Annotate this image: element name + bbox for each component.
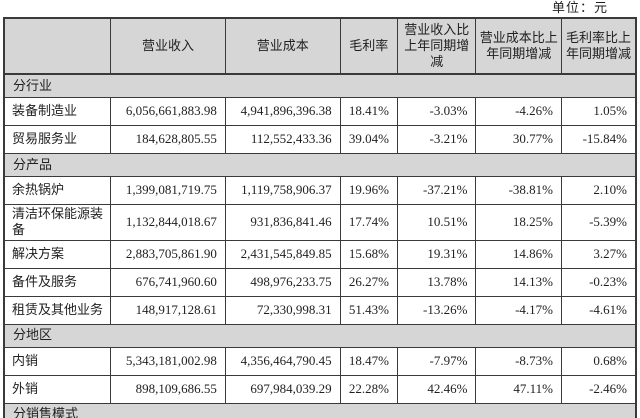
cell-cost: 72,330,998.31 [224,295,341,325]
cell-margin-yoy: -4.61% [560,295,637,325]
cell-cost-yoy: -4.17% [475,295,562,325]
table-row: 贸易服务业 184,628,805.55 112,552,433.36 39.0… [3,125,637,154]
cell-gross-margin: 15.68% [339,239,398,269]
cell-margin-yoy: 0.68% [560,346,637,376]
section-header-row: 分销售模式 [3,402,637,418]
cell-gross-margin: 19.96% [339,176,398,205]
row-label: 贸易服务业 [3,125,112,154]
row-label: 租赁及其他业务 [3,295,112,325]
cell-margin-yoy: -5.39% [560,204,637,241]
row-label: 备件及服务 [3,267,112,297]
header-gross-margin: 毛利率 [339,17,398,75]
segment-results-table: 营业收入 营业成本 毛利率 营业收入比上年同期增减 营业成本比上年同期增减 毛利… [3,17,637,418]
cell-revenue-yoy: -3.21% [396,125,477,154]
cell-revenue: 148,917,128.61 [110,295,226,325]
row-label: 外销 [3,374,112,404]
row-label: 内销 [3,346,112,376]
cell-cost-yoy: 14.86% [475,239,562,269]
cell-cost-yoy: -38.81% [475,176,562,205]
cell-cost: 697,984,039.29 [224,374,341,404]
cell-gross-margin: 18.47% [339,346,398,376]
cell-cost: 1,119,758,906.37 [224,176,341,205]
cell-cost: 4,356,464,790.45 [224,346,341,376]
cell-margin-yoy: 1.05% [560,97,637,126]
cell-cost: 4,941,896,396.38 [224,97,341,126]
cell-gross-margin: 39.04% [339,125,398,154]
cell-cost-yoy: -4.26% [475,97,562,126]
row-label: 解决方案 [3,239,112,269]
cell-gross-margin: 17.74% [339,204,398,241]
cell-margin-yoy: -2.46% [560,374,637,404]
cell-cost-yoy: -8.73% [475,346,562,376]
cell-cost: 498,976,233.75 [224,267,341,297]
cell-revenue-yoy: 10.51% [396,204,477,241]
cell-cost: 112,552,433.36 [224,125,341,154]
cell-revenue-yoy: -3.03% [396,97,477,126]
table-row: 余热锅炉 1,399,081,719.75 1,119,758,906.37 1… [3,176,637,205]
table-header-row: 营业收入 营业成本 毛利率 营业收入比上年同期增减 营业成本比上年同期增减 毛利… [3,17,637,75]
cell-revenue-yoy: 42.46% [396,374,477,404]
cell-gross-margin: 51.43% [339,295,398,325]
cell-revenue-yoy: 13.78% [396,267,477,297]
cell-gross-margin: 22.28% [339,374,398,404]
table-row: 解决方案 2,883,705,861.90 2,431,545,849.85 1… [3,239,637,269]
cell-cost-yoy: 14.13% [475,267,562,297]
section-title-by-sales-model: 分销售模式 [3,402,637,418]
cell-revenue: 1,399,081,719.75 [110,176,226,205]
row-label: 清洁环保能源装备 [3,204,112,241]
section-title-by-product: 分产品 [3,153,637,177]
cell-margin-yoy: -0.23% [560,267,637,297]
cell-revenue-yoy: -37.21% [396,176,477,205]
cell-revenue-yoy: 19.31% [396,239,477,269]
header-revenue-yoy: 营业收入比上年同期增减 [396,17,477,75]
cell-revenue: 184,628,805.55 [110,125,226,154]
cell-gross-margin: 26.27% [339,267,398,297]
row-label: 装备制造业 [3,97,112,126]
cell-gross-margin: 18.41% [339,97,398,126]
cell-revenue: 2,883,705,861.90 [110,239,226,269]
section-header-row: 分地区 [3,323,637,348]
table-row: 外销 898,109,686.55 697,984,039.29 22.28% … [3,374,637,404]
row-label: 余热锅炉 [3,176,112,205]
cell-margin-yoy: -15.84% [560,125,637,154]
table-row: 装备制造业 6,056,661,883.98 4,941,896,396.38 … [3,97,637,126]
cell-revenue: 898,109,686.55 [110,374,226,404]
table-row: 租赁及其他业务 148,917,128.61 72,330,998.31 51.… [3,295,637,325]
header-blank [3,17,112,75]
section-title-by-industry: 分行业 [3,73,637,98]
unit-label: 单位：元 [551,0,608,15]
cell-margin-yoy: 2.10% [560,176,637,205]
cell-cost-yoy: 18.25% [475,204,562,241]
header-cost: 营业成本 [224,17,341,75]
cell-revenue: 1,132,844,018.67 [110,204,226,241]
section-header-row: 分产品 [3,153,637,177]
cell-revenue: 676,741,960.60 [110,267,226,297]
cell-cost-yoy: 30.77% [475,125,562,154]
header-revenue: 营业收入 [110,17,226,75]
header-cost-yoy: 营业成本比上年同期增减 [475,17,562,75]
table-row: 内销 5,343,181,002.98 4,356,464,790.45 18.… [3,346,637,376]
cell-revenue: 5,343,181,002.98 [110,346,226,376]
cell-revenue-yoy: -7.97% [396,346,477,376]
cell-margin-yoy: 3.27% [560,239,637,269]
table-row: 备件及服务 676,741,960.60 498,976,233.75 26.2… [3,267,637,297]
header-margin-yoy: 毛利率比上年同期增减 [560,17,637,75]
cell-revenue: 6,056,661,883.98 [110,97,226,126]
cell-revenue-yoy: -13.26% [396,295,477,325]
cell-cost: 931,836,841.46 [224,204,341,241]
table-row: 清洁环保能源装备 1,132,844,018.67 931,836,841.46… [3,204,637,241]
cell-cost: 2,431,545,849.85 [224,239,341,269]
section-title-by-region: 分地区 [3,323,637,348]
cell-cost-yoy: 47.11% [475,374,562,404]
section-header-row: 分行业 [3,73,637,98]
